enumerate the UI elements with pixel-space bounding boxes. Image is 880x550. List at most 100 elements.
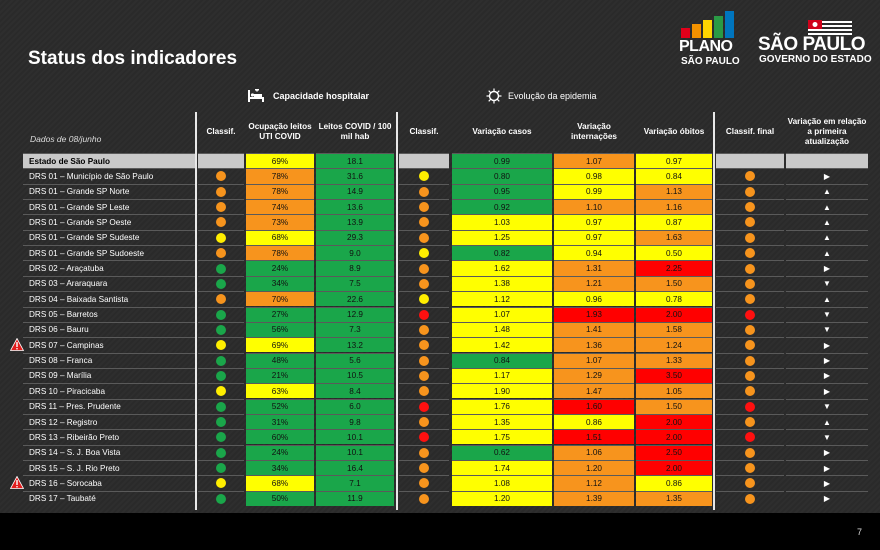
classification-cell xyxy=(399,275,449,291)
value-cell: 11.9 xyxy=(316,490,394,506)
value-cell: 0.62 xyxy=(452,444,552,460)
trend-arrow-icon: ▼ xyxy=(786,275,868,291)
logo-bar xyxy=(692,24,701,38)
table-row: DRS 01 – Município de São Paulo 78% 31.6 0.… xyxy=(23,168,869,184)
region-name: DRS 17 – Taubaté xyxy=(23,490,195,506)
header-classif-final: Classif. final xyxy=(725,126,775,136)
status-dot-icon xyxy=(745,263,755,274)
value-cell: 10.5 xyxy=(316,367,394,384)
classification-cell xyxy=(716,245,784,260)
classification-cell xyxy=(399,214,449,229)
value-cell: 0.84 xyxy=(636,168,712,184)
classification-cell xyxy=(198,444,244,460)
status-dot-icon xyxy=(216,478,226,489)
value-cell: 22.6 xyxy=(316,291,394,307)
value-cell: 1.63 xyxy=(636,229,712,245)
status-dot-icon xyxy=(419,478,429,489)
value-cell: 1.16 xyxy=(636,199,712,215)
value-cell: 10.1 xyxy=(316,444,394,460)
value-cell: 0.97 xyxy=(636,153,712,169)
status-dot-icon xyxy=(419,232,429,243)
value-cell: 7.3 xyxy=(316,321,394,338)
value-cell: 8.9 xyxy=(316,260,394,276)
classification-cell xyxy=(198,475,244,490)
value-cell: 0.86 xyxy=(636,475,712,491)
trend-arrow-icon: ▶ xyxy=(786,337,868,352)
classification-cell xyxy=(399,352,449,368)
status-dot-icon xyxy=(216,232,226,243)
value-cell: 73% xyxy=(246,214,314,230)
value-cell: 29.3 xyxy=(316,229,394,245)
status-dot-icon xyxy=(419,186,429,197)
status-dot-icon xyxy=(419,370,429,381)
region-name: DRS 16 – Sorocaba xyxy=(23,475,195,490)
classification-cell xyxy=(198,398,244,414)
status-dot-icon xyxy=(419,294,429,305)
trend-arrow-icon: ▼ xyxy=(786,306,868,322)
classification-cell xyxy=(716,229,784,245)
plano-sao-paulo-logo: PLANO SÃO PAULO xyxy=(679,6,751,67)
value-cell: 1.60 xyxy=(554,398,634,414)
classification-cell xyxy=(399,229,449,245)
value-cell: 2.00 xyxy=(636,413,712,430)
region-name: DRS 13 – Ribeirão Preto xyxy=(23,429,195,444)
status-dot-icon xyxy=(419,202,429,213)
value-cell: 1.24 xyxy=(636,337,712,353)
value-cell: 1.10 xyxy=(554,199,634,215)
table-row: DRS 03 – Araraquara 34% 7.5 1.38 1.21 1.50 ▼ xyxy=(23,275,869,291)
value-cell: 13.9 xyxy=(316,214,394,230)
trend-arrow-icon: ▼ xyxy=(786,321,868,337)
value-cell: 1.35 xyxy=(636,490,712,506)
classification-cell xyxy=(716,460,784,475)
classification-cell xyxy=(198,383,244,398)
trend-arrow-icon: ▶ xyxy=(786,475,868,490)
value-cell: 1.33 xyxy=(636,352,712,368)
status-dot-icon xyxy=(216,217,226,228)
table-row: Estado de São Paulo 69% 18.1 0.99 1.07 0.97 xyxy=(23,153,869,169)
trend-arrow-icon: ▶ xyxy=(786,352,868,368)
region-name: DRS 01 – Grande SP Sudoeste xyxy=(23,245,195,260)
region-name: DRS 14 – S. J. Boa Vista xyxy=(23,444,195,460)
status-dot-icon xyxy=(216,370,226,381)
status-dot-icon xyxy=(419,401,429,412)
status-dot-icon xyxy=(216,294,226,305)
classification-cell xyxy=(198,214,244,229)
value-cell: 74% xyxy=(246,199,314,215)
classification-cell xyxy=(399,444,449,460)
logo-bar xyxy=(714,16,723,38)
warning-icon xyxy=(9,476,25,490)
trend-arrow-icon: ▲ xyxy=(786,413,868,429)
status-dot-icon xyxy=(745,386,755,397)
classification-cell xyxy=(716,321,784,337)
value-cell: 0.80 xyxy=(452,168,552,184)
value-cell: 1.90 xyxy=(452,383,552,399)
classification-cell xyxy=(198,337,244,352)
value-cell: 1.07 xyxy=(452,306,552,322)
trend-arrow-icon: ▶ xyxy=(786,367,868,383)
status-dot-icon xyxy=(745,401,755,412)
status-dot-icon xyxy=(745,248,755,259)
header-var-obitos: Variação óbitos xyxy=(643,126,705,136)
value-cell: 0.92 xyxy=(452,199,552,215)
value-cell: 1.76 xyxy=(452,398,552,414)
value-cell: 0.99 xyxy=(554,183,634,199)
classification-cell xyxy=(716,153,784,169)
value-cell: 1.48 xyxy=(452,321,552,338)
value-cell: 1.12 xyxy=(452,291,552,307)
table-row: DRS 01 – Grande SP Leste 74% 13.6 0.92 1.10 1… xyxy=(23,199,869,215)
value-cell: 27% xyxy=(246,306,314,322)
value-cell: 10.1 xyxy=(316,429,394,445)
value-cell: 1.39 xyxy=(554,490,634,506)
table-row: DRS 17 – Taubaté 50% 11.9 1.20 1.39 1.35 ▶ xyxy=(23,490,869,506)
classification-cell xyxy=(399,383,449,398)
value-cell: 13.2 xyxy=(316,337,394,353)
value-cell: 0.94 xyxy=(554,245,634,261)
status-dot-icon xyxy=(419,324,429,335)
status-dot-icon xyxy=(745,232,755,243)
classification-cell xyxy=(399,460,449,475)
value-cell: 24% xyxy=(246,444,314,460)
status-dot-icon xyxy=(419,432,429,443)
classification-cell xyxy=(198,199,244,214)
region-name: DRS 11 – Pres. Prudente xyxy=(23,398,195,414)
value-cell: 1.35 xyxy=(452,413,552,430)
